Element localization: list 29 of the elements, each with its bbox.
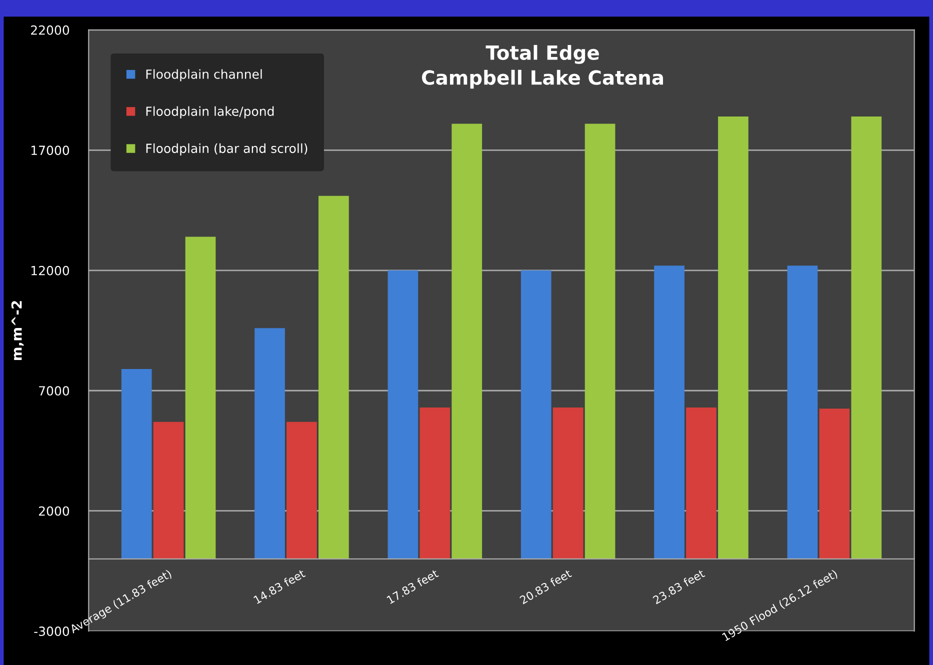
bar [787,266,818,559]
bar [318,196,349,559]
y-tick-label: 17000 [31,146,70,156]
bar [452,124,482,559]
text: Total Edge Campbell Lake Catena [422,44,663,89]
y-tick-label: 7000 [39,386,70,396]
bar [552,407,584,559]
bar [286,422,317,559]
bar [420,407,450,559]
legend-label: Floodplain channel [146,69,262,82]
bar [185,236,216,559]
bar [654,266,684,559]
bar [121,368,152,559]
bar [520,270,552,559]
y-tick-label: 12000 [31,266,70,276]
bar [686,407,716,559]
bar [153,422,184,559]
legend-label: Floodplain (bar and scroll) [146,143,308,156]
bar [718,116,748,559]
bar [851,116,882,559]
y-tick-label: 22000 [31,25,70,35]
bar [584,124,616,559]
bar [388,270,418,559]
y-axis-title: m,m^-2 [11,301,24,360]
legend-label: Floodplain lake/pond [146,106,274,118]
bar [819,408,850,559]
bar [254,328,285,559]
y-tick-label: -3000 [34,626,70,636]
y-tick-label: 2000 [38,506,70,516]
